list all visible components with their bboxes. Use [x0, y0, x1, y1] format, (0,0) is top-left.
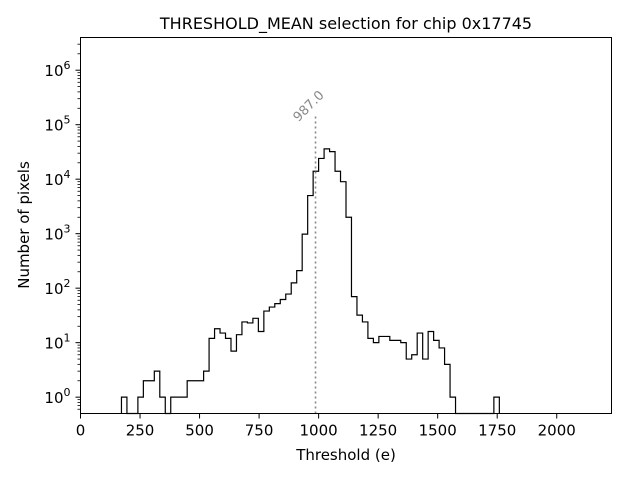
x-tick-label: 750 — [245, 422, 274, 440]
plot-frame — [80, 37, 612, 414]
x-axis-label: Threshold (e) — [295, 446, 396, 464]
y-tick-label: 101 — [44, 332, 70, 353]
selected-threshold-label: 987.0 — [291, 88, 328, 125]
y-tick-label: 105 — [44, 114, 70, 135]
chart-title: THRESHOLD_MEAN selection for chip 0x1774… — [159, 14, 532, 34]
x-tick-label: 500 — [185, 422, 214, 440]
y-axis-label: Number of pixels — [15, 161, 33, 289]
y-tick-label: 102 — [44, 277, 70, 298]
x-tick-label: 1250 — [359, 422, 397, 440]
x-tick-label: 250 — [126, 422, 155, 440]
x-tick-label: 2000 — [538, 422, 576, 440]
x-tick-label: 1750 — [478, 422, 516, 440]
x-tick-label: 1500 — [419, 422, 457, 440]
histogram-series — [120, 148, 500, 415]
y-tick-label: 103 — [44, 223, 70, 244]
y-tick-label: 106 — [44, 59, 70, 80]
y-tick-label: 100 — [44, 386, 70, 407]
x-tick-label: 1000 — [300, 422, 338, 440]
y-tick-label: 104 — [44, 168, 70, 189]
x-tick-label: 0 — [76, 422, 86, 440]
